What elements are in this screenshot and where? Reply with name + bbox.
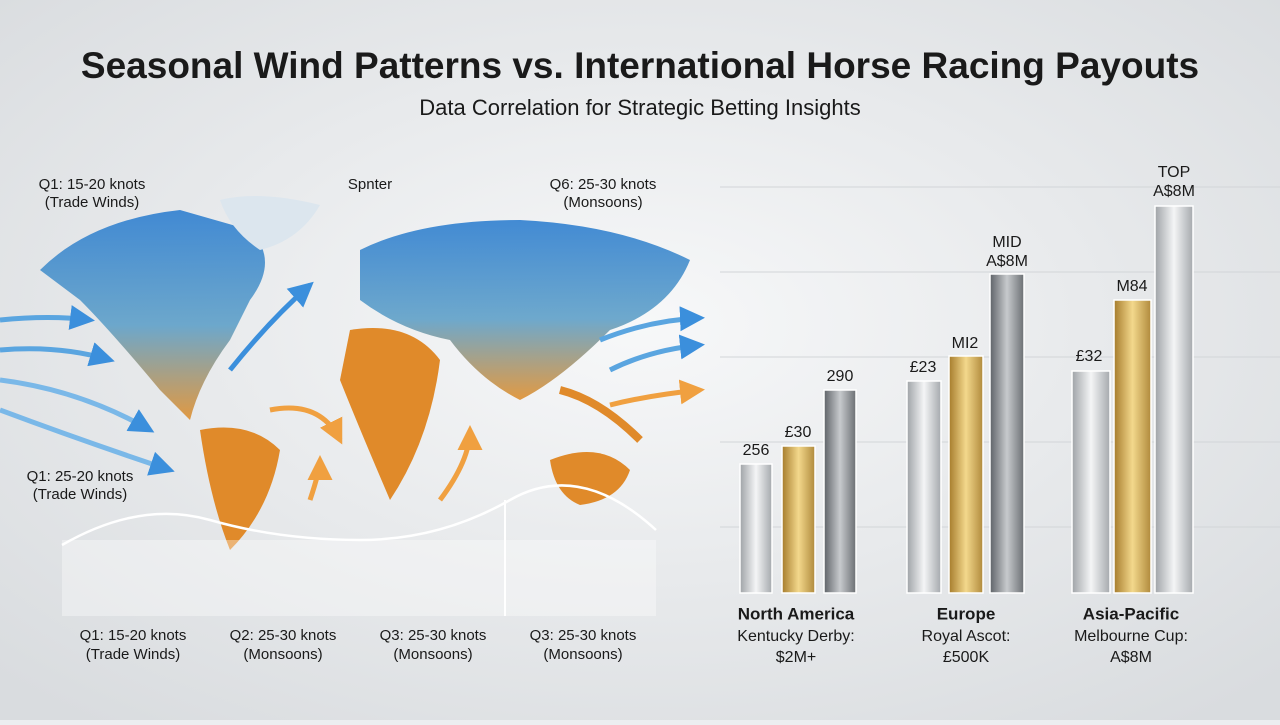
bar-label: 290: [827, 368, 854, 385]
wind-wave: [61, 484, 657, 616]
map-annotation: (Trade Winds): [33, 486, 127, 503]
bar-label: £23: [910, 359, 937, 376]
map-annotation: Q6: 25-30 knots: [550, 176, 657, 193]
quarter-label: Q1: 15-20 knots: [80, 627, 187, 644]
bar-edges: [739, 205, 1194, 594]
race-label: Royal Ascot:: [922, 628, 1011, 645]
map-annotation: (Trade Winds): [45, 194, 139, 211]
bar-label: MID: [992, 234, 1021, 251]
race-label: Kentucky Derby:: [737, 628, 854, 645]
map-annotation: Spnter: [348, 176, 392, 193]
quarter-label: (Monsoons): [543, 646, 622, 663]
quarter-label: (Trade Winds): [86, 646, 180, 663]
bar-label: A$8M: [1153, 183, 1195, 200]
purse-label: $2M+: [776, 649, 816, 666]
bar-label: £30: [785, 424, 812, 441]
bar-label: 256: [743, 442, 770, 459]
bar-label: TOP: [1158, 164, 1191, 181]
map-annotation: (Monsoons): [563, 194, 642, 211]
region-label: North America: [738, 604, 855, 623]
purse-label: A$8M: [1110, 649, 1152, 666]
quarter-label: Q3: 25-30 knots: [530, 627, 637, 644]
world-map: [40, 196, 690, 550]
bar-label: MI2: [952, 335, 979, 352]
bar-label: M84: [1116, 278, 1147, 295]
quarter-label: Q3: 25-30 knots: [380, 627, 487, 644]
subtitle: Data Correlation for Strategic Betting I…: [419, 95, 860, 120]
title: Seasonal Wind Patterns vs. International…: [81, 45, 1199, 86]
bar-label: A$8M: [986, 253, 1028, 270]
bar-label: £32: [1076, 348, 1103, 365]
wind-arrows: [0, 281, 705, 502]
quarter-label: (Monsoons): [243, 646, 322, 663]
map-annotation: Q1: 25-20 knots: [27, 468, 134, 485]
region-label: Asia-Pacific: [1083, 604, 1179, 623]
map-annotation: Q1: 15-20 knots: [39, 176, 146, 193]
race-label: Melbourne Cup:: [1074, 628, 1188, 645]
quarter-label: Q2: 25-30 knots: [230, 627, 337, 644]
quarter-label: (Monsoons): [393, 646, 472, 663]
purse-label: £500K: [943, 649, 990, 666]
region-label: Europe: [937, 604, 996, 623]
